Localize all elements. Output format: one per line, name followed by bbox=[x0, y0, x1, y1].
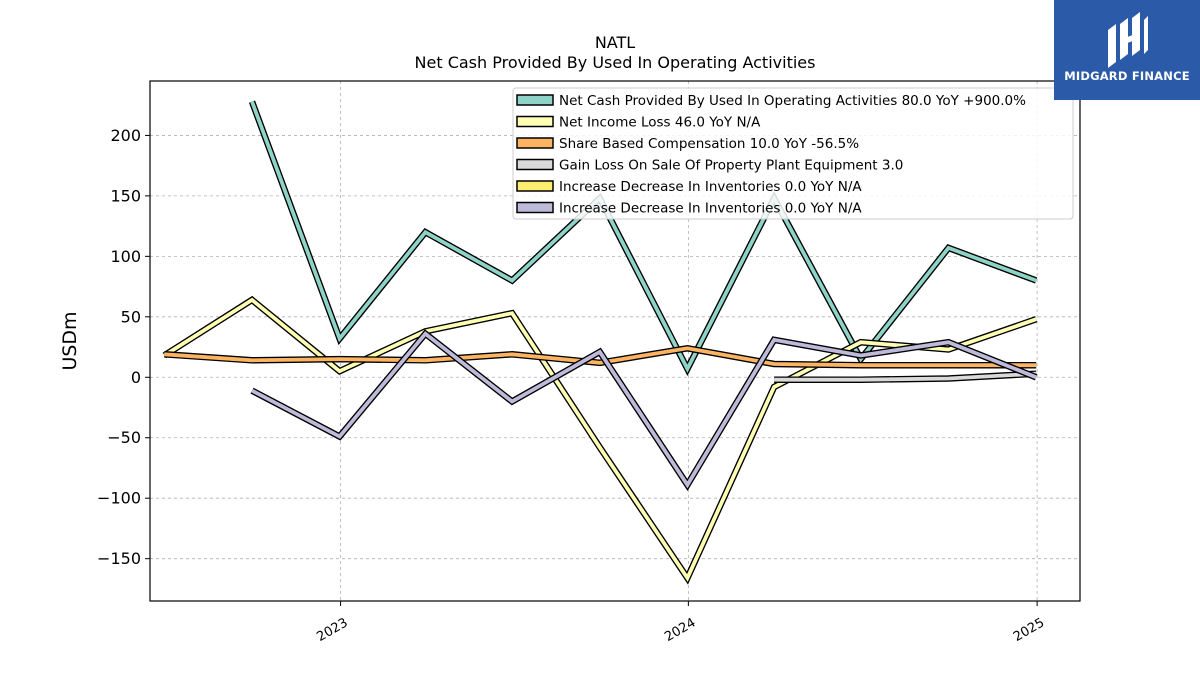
legend-swatch bbox=[516, 94, 554, 106]
y-tick-label: −150 bbox=[97, 549, 141, 568]
legend: Net Cash Provided By Used In Operating A… bbox=[512, 87, 1074, 220]
legend-swatch bbox=[516, 180, 554, 192]
legend-entry: Gain Loss On Sale Of Property Plant Equi… bbox=[559, 158, 903, 174]
legend-swatch bbox=[516, 201, 554, 214]
legend-swatch bbox=[516, 137, 554, 149]
x-tick-label: 2023 bbox=[314, 615, 350, 645]
y-tick-label: 100 bbox=[110, 247, 141, 266]
series-line bbox=[164, 345, 1037, 369]
series-line bbox=[162, 295, 1038, 585]
chart-title: NATL bbox=[595, 33, 635, 52]
y-tick-label: 0 bbox=[131, 368, 141, 387]
y-tick-label: 150 bbox=[110, 186, 141, 205]
y-axis: −150 −100 −50 0 50 100 150 200 bbox=[97, 126, 150, 568]
legend-swatch bbox=[516, 115, 554, 128]
legend-entry: Share Based Compensation 10.0 YoY -56.5% bbox=[559, 136, 859, 152]
y-tick-label: −100 bbox=[97, 489, 141, 508]
series-line-stroke bbox=[250, 100, 1037, 373]
legend-entry: Net Cash Provided By Used In Operating A… bbox=[559, 93, 1026, 109]
series-line-stroke bbox=[774, 371, 1037, 382]
series-line bbox=[774, 370, 1037, 383]
series-line-stroke bbox=[251, 331, 1037, 489]
plot-frame bbox=[149, 80, 1081, 602]
x-tick-label: 2025 bbox=[1011, 615, 1047, 645]
logo-text: MIDGARD FINANCE bbox=[1064, 69, 1190, 83]
chart-subtitle: Net Cash Provided By Used In Operating A… bbox=[415, 53, 816, 72]
series-line-stroke bbox=[164, 346, 1037, 368]
legend-entry: Increase Decrease In Inventories 0.0 YoY… bbox=[559, 201, 862, 217]
series-line-stroke bbox=[163, 297, 1037, 582]
series-lines bbox=[162, 100, 1038, 585]
x-tick-label: 2024 bbox=[662, 615, 698, 645]
y-tick-label: −50 bbox=[107, 428, 141, 447]
series-line-outline bbox=[162, 295, 1038, 585]
y-axis-label: USDm bbox=[59, 311, 81, 370]
midgard-finance-logo: MIDGARD FINANCE bbox=[1054, 0, 1200, 100]
y-tick-label: 200 bbox=[110, 126, 141, 145]
y-tick-label: 50 bbox=[121, 307, 141, 326]
series-line bbox=[250, 329, 1038, 492]
legend-entry: Net Income Loss 46.0 YoY N/A bbox=[559, 115, 761, 131]
midgard-logo-icon bbox=[1108, 12, 1148, 68]
series-line bbox=[248, 100, 1038, 376]
x-axis: 2023 2024 2025 bbox=[314, 601, 1047, 645]
legend-entry: Increase Decrease In Inventories 0.0 YoY… bbox=[559, 179, 862, 195]
legend-box bbox=[512, 87, 1074, 220]
legend-swatch bbox=[516, 158, 554, 171]
